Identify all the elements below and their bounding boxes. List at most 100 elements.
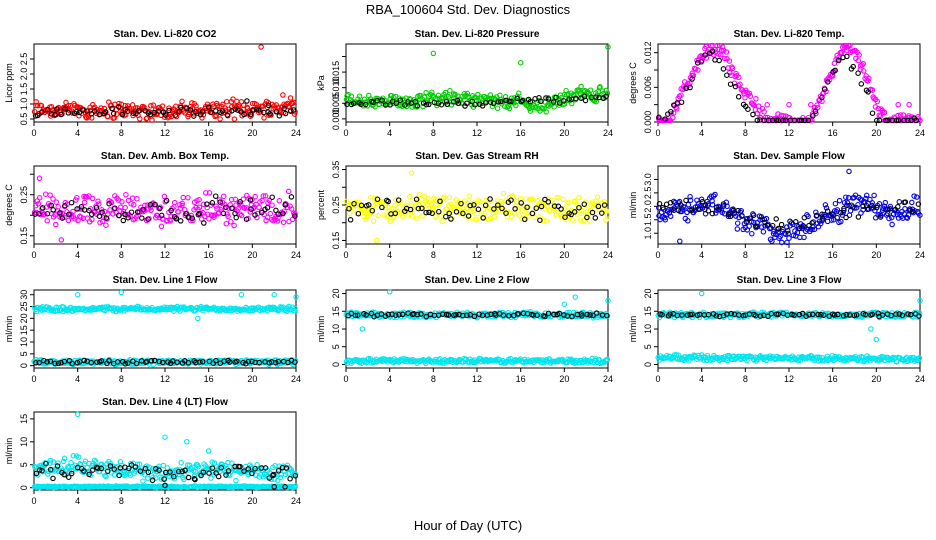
- data-point: [442, 89, 449, 96]
- data-point: [543, 95, 549, 101]
- x-tick-label: 16: [828, 250, 838, 260]
- data-point: [832, 67, 838, 74]
- panel-title: Stan. Dev. Sample Flow: [733, 151, 845, 162]
- data-point: [858, 81, 865, 87]
- data-point: [895, 112, 901, 119]
- data-point: [572, 294, 579, 300]
- data-point: [89, 195, 96, 202]
- x-tick-label: 4: [75, 496, 80, 506]
- data-point: [522, 210, 528, 216]
- data-point: [855, 70, 861, 76]
- y-tick-label: 5: [331, 344, 341, 349]
- data-point: [164, 217, 170, 224]
- data-point: [856, 52, 862, 58]
- x-tick-label: 0: [31, 496, 36, 506]
- plot-frame: [345, 43, 609, 123]
- data-point: [217, 116, 223, 122]
- data-point: [900, 112, 907, 118]
- data-point: [98, 105, 104, 111]
- data-point: [387, 102, 393, 108]
- data-point: [155, 108, 162, 114]
- data-point: [419, 213, 425, 219]
- data-point: [346, 210, 353, 217]
- y-tick-label: 1.5: [19, 83, 29, 96]
- data-point: [125, 197, 132, 204]
- x-tick-label: 8: [431, 250, 436, 260]
- data-point: [282, 202, 288, 208]
- y-tick-label: 10: [643, 324, 653, 334]
- data-point: [78, 204, 85, 210]
- data-point: [503, 97, 509, 104]
- data-point: [91, 108, 98, 114]
- data-point: [729, 65, 736, 72]
- data-point: [372, 103, 378, 110]
- data-point: [426, 101, 432, 108]
- x-tick-label: 20: [871, 250, 881, 260]
- data-point: [517, 195, 524, 202]
- data-point: [280, 219, 287, 226]
- data-point: [749, 230, 755, 237]
- data-point: [74, 291, 81, 298]
- y-tick-label: 0: [643, 362, 653, 367]
- data-point: [244, 98, 250, 104]
- x-tick-label: 12: [160, 250, 170, 260]
- data-point: [58, 111, 64, 118]
- data-point: [35, 201, 42, 207]
- data-point: [122, 204, 128, 211]
- data-point: [274, 218, 281, 224]
- panel-title: Stan. Dev. Line 2 Flow: [425, 275, 530, 286]
- x-tick-label: 20: [559, 128, 569, 138]
- data-point: [247, 111, 254, 118]
- data-point: [38, 102, 45, 109]
- data-point: [62, 106, 68, 112]
- scatter-points: [656, 168, 923, 246]
- data-point: [537, 214, 543, 220]
- data-point: [52, 112, 58, 118]
- y-tick-label: 15: [643, 306, 653, 316]
- data-point: [66, 211, 72, 218]
- data-point: [97, 219, 103, 226]
- data-point: [276, 113, 283, 119]
- data-point: [798, 117, 805, 124]
- data-point: [452, 206, 458, 212]
- data-point: [73, 108, 80, 115]
- data-point: [179, 202, 185, 209]
- x-axis-label: Hour of Day (UTC): [413, 518, 523, 533]
- data-point: [836, 197, 843, 204]
- figure-title: RBA_100604 Std. Dev. Diagnostics: [365, 2, 571, 17]
- data-point: [128, 200, 134, 207]
- data-point: [487, 99, 494, 105]
- x-tick-label: 20: [247, 496, 257, 506]
- data-point: [247, 209, 254, 215]
- data-point: [233, 214, 239, 221]
- x-tick-label: 20: [871, 374, 881, 384]
- data-point: [379, 97, 385, 103]
- y-tick-label: 2.5: [643, 187, 653, 200]
- y-tick-label: 0.000: [331, 108, 341, 131]
- data-point: [149, 117, 155, 123]
- data-point: [58, 237, 65, 243]
- data-point: [526, 213, 532, 219]
- data-point: [36, 211, 42, 217]
- data-point: [200, 201, 207, 208]
- data-point: [810, 113, 816, 119]
- y-tick-label: 30: [19, 290, 29, 300]
- data-point: [136, 108, 142, 114]
- data-point: [508, 214, 515, 220]
- data-point: [735, 94, 742, 100]
- data-point: [736, 74, 742, 81]
- data-point: [490, 100, 497, 107]
- data-point: [808, 101, 814, 108]
- data-point: [203, 190, 209, 196]
- panel-4: Stan. Dev. Amb. Box Temp.0 4 8 12 16 20 240.15…: [4, 151, 301, 260]
- data-point: [560, 98, 567, 104]
- data-point: [237, 211, 244, 217]
- data-point: [191, 113, 197, 119]
- data-point: [446, 95, 453, 101]
- data-point: [185, 194, 191, 201]
- data-point: [734, 226, 741, 232]
- x-tick-label: 8: [119, 250, 124, 260]
- data-point: [473, 216, 480, 223]
